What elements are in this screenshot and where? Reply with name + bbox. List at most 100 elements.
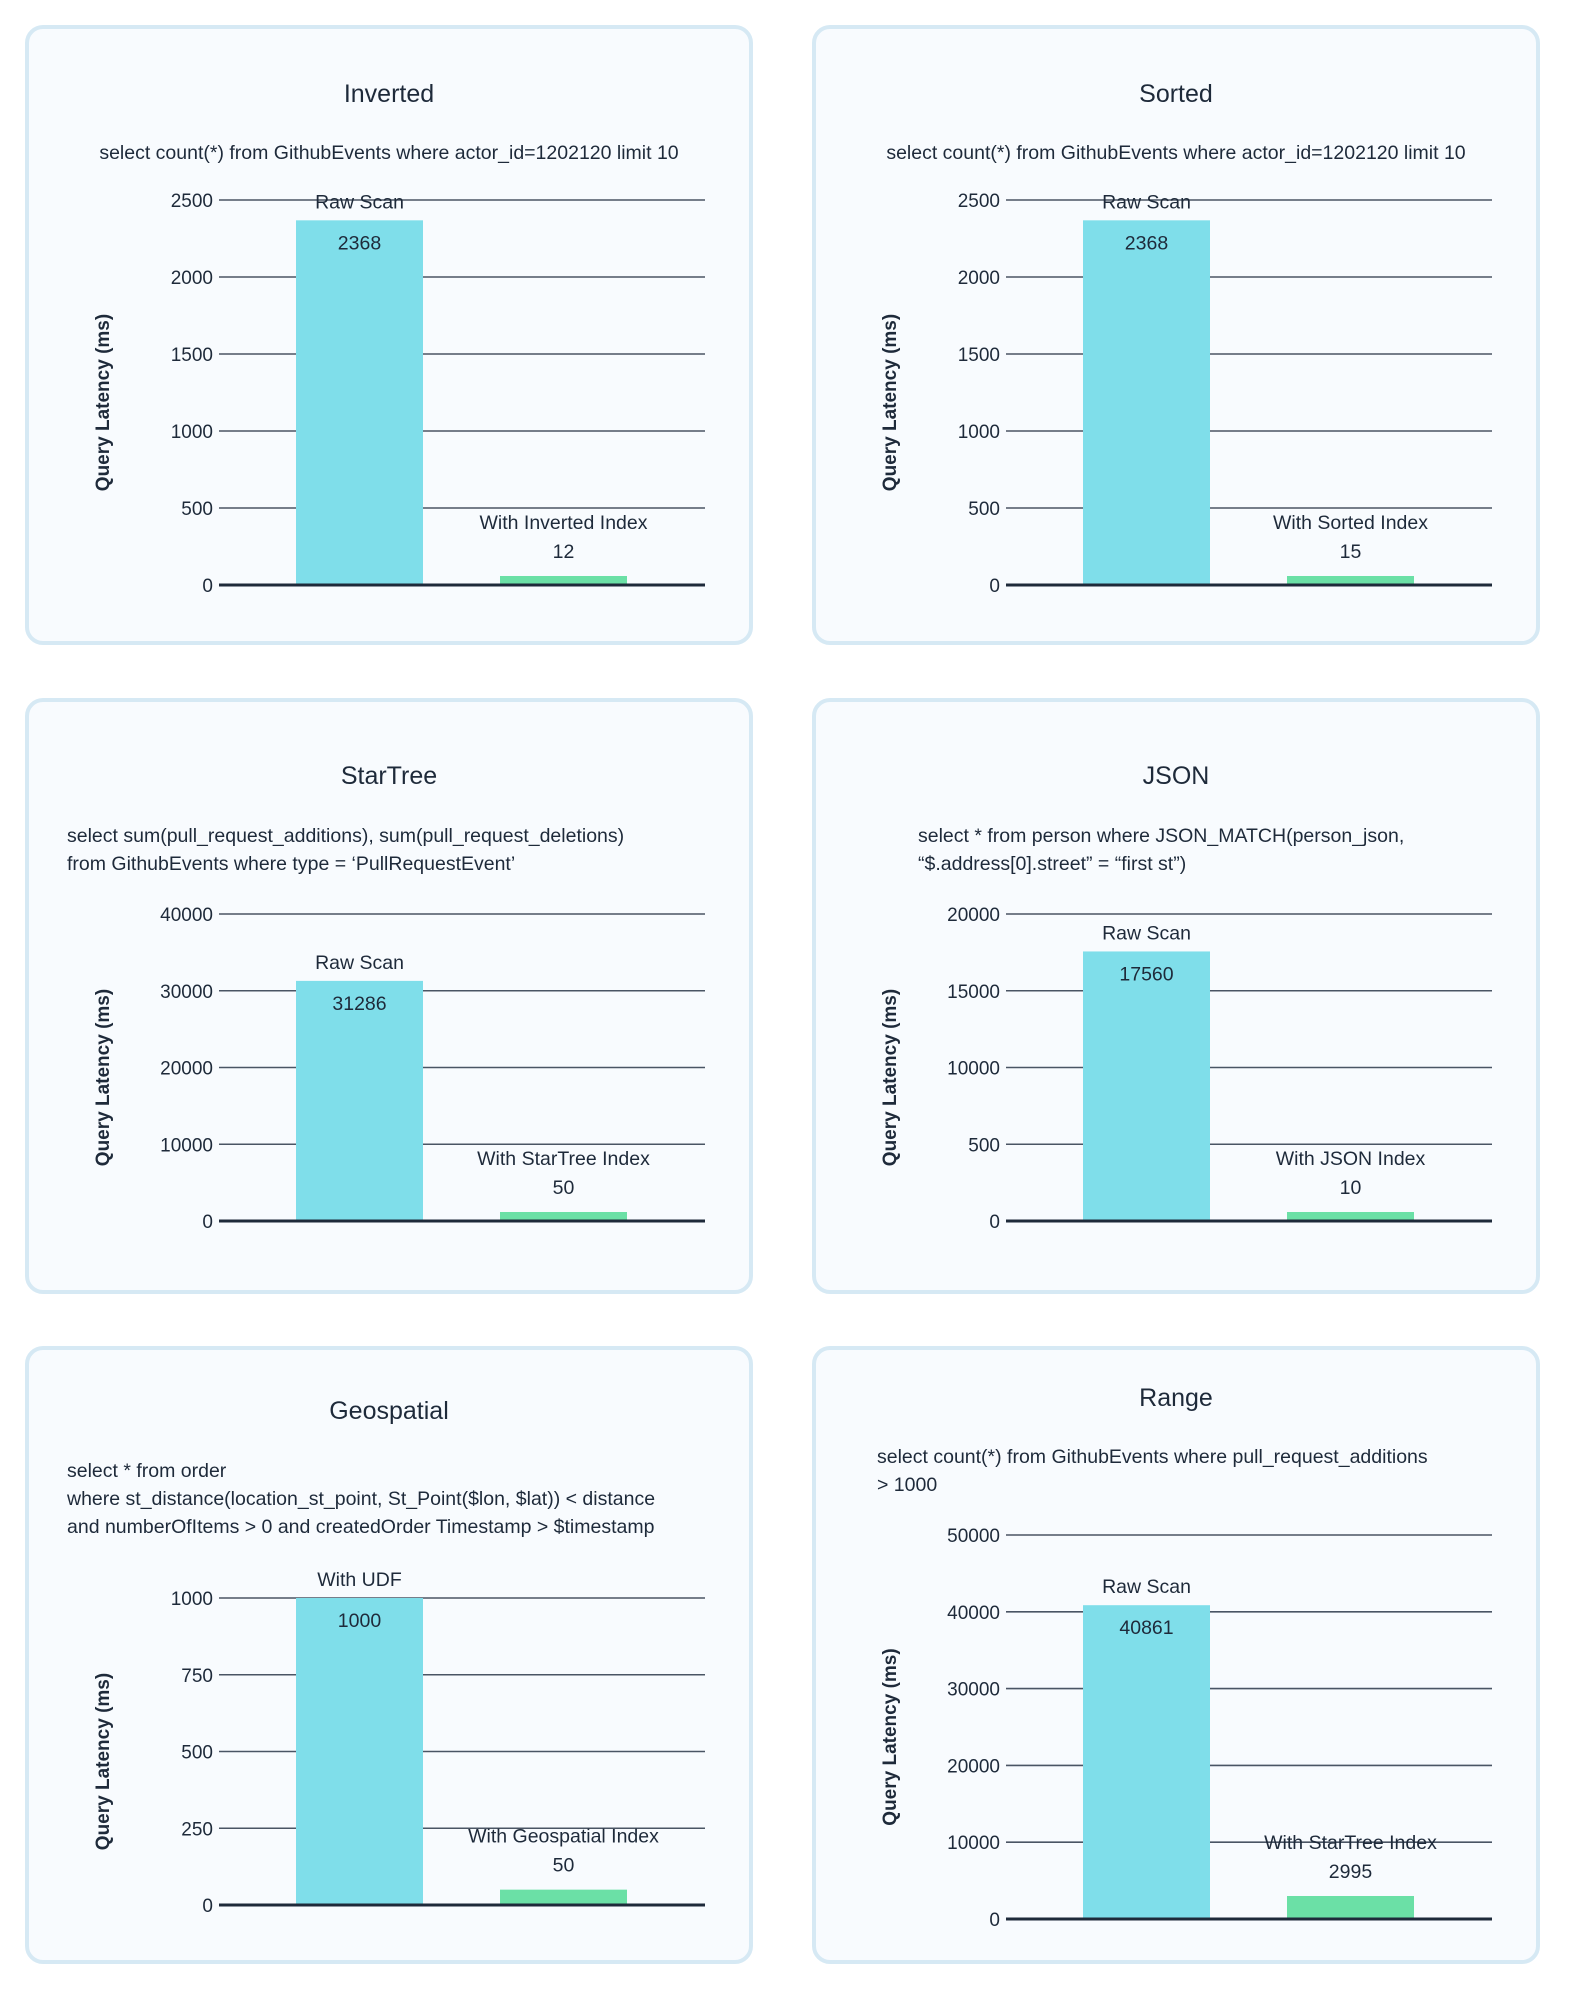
chart-panel-sorted: Sorted select count(*) from GithubEvents … [812, 25, 1540, 645]
query-line: and numberOfItems > 0 and createdOrder T… [67, 1516, 655, 1538]
bar-raw [1083, 951, 1210, 1221]
y-tick-label: 0 [989, 1212, 1000, 1233]
chart-title: JSON [1142, 762, 1210, 790]
chart-title: StarTree [340, 762, 438, 790]
query-text: select * from order where st_distance(loc… [67, 1457, 655, 1541]
query-line: select * from person where JSON_MATCH(pe… [918, 825, 1405, 847]
query-line: select count(*) from GithubEvents where … [877, 1446, 1428, 1468]
y-tick-label: 0 [202, 576, 213, 597]
y-tick-label: 2000 [171, 268, 213, 289]
y-tick-label: 20000 [947, 1756, 1000, 1777]
bar-chart: 0 500 10000 15000 20000 Query Latency (ms) Raw… [880, 905, 1492, 1233]
bar-category-label: Raw Scan [1102, 191, 1191, 213]
chart-panel-range: Range select count(*) from GithubEvents w… [812, 1346, 1540, 1964]
chart-title: Geospatial [329, 1397, 449, 1425]
y-tick-label: 1000 [171, 1589, 213, 1610]
chart-panel-startree: StarTree select sum(pull_request_addition… [25, 698, 753, 1294]
bar-chart: 0 500 1000 1500 2000 2500 Query Latency (ms) Ra… [93, 191, 705, 597]
query-text: select * from person where JSON_MATCH(pe… [918, 822, 1404, 878]
query-line: where st_distance(location_st_point, St_… [67, 1488, 656, 1510]
y-tick-label: 10000 [947, 1833, 1000, 1854]
y-axis-label: Query Latency (ms) [93, 1673, 114, 1850]
y-axis-label: Query Latency (ms) [880, 314, 901, 491]
bar-category-label: With StarTree Index [477, 1148, 650, 1170]
y-tick-label: 1000 [958, 422, 1000, 443]
y-tick-label: 40000 [160, 905, 213, 926]
bar-category-label: With Geospatial Index [468, 1826, 659, 1848]
y-tick-label: 500 [181, 1743, 213, 1764]
bar-value-label: 15 [1340, 541, 1362, 563]
chart-panel-inverted: Inverted select count(*) from GithubEvent… [25, 25, 753, 645]
bar-index [1287, 1212, 1414, 1221]
y-tick-label: 0 [202, 1212, 213, 1233]
bar-raw [296, 220, 423, 585]
bar-value-label: 2995 [1329, 1861, 1373, 1883]
bar-value-label: 40861 [1119, 1617, 1173, 1639]
bar-category-label: With JSON Index [1276, 1148, 1426, 1170]
bar-index [500, 1212, 627, 1221]
bar-raw [296, 1598, 423, 1905]
bar-chart: 0 10000 20000 30000 40000 50000 Query Latency … [880, 1526, 1492, 1931]
y-tick-label: 20000 [160, 1059, 213, 1080]
query-line: from GithubEvents where type = ‘PullRequ… [67, 853, 516, 875]
y-tick-label: 500 [181, 499, 213, 520]
y-tick-label: 1500 [171, 345, 213, 366]
bar-index [1287, 576, 1414, 585]
y-tick-label: 2500 [171, 191, 213, 212]
y-axis-label: Query Latency (ms) [880, 1648, 901, 1825]
bar-category-label: Raw Scan [315, 191, 404, 213]
bar-value-label: 2368 [1125, 232, 1168, 254]
y-tick-label: 30000 [160, 982, 213, 1003]
query-line: select count(*) from GithubEvents where … [886, 142, 1466, 164]
y-axis-label: Query Latency (ms) [93, 989, 114, 1166]
bar-category-label: With StarTree Index [1264, 1832, 1437, 1854]
y-tick-label: 40000 [947, 1603, 1000, 1624]
y-tick-label: 10000 [947, 1059, 1000, 1080]
bar-category-label: Raw Scan [315, 952, 404, 974]
chart-panel-geospatial: Geospatial select * from order where st_di… [25, 1346, 753, 1964]
y-tick-label: 0 [989, 576, 1000, 597]
query-text: select count(*) from GithubEvents where … [877, 1443, 1428, 1499]
bar-chart: 0 250 500 750 1000 Query Latency (ms) With UDF… [93, 1569, 705, 1917]
chart-title: Range [1139, 1384, 1213, 1412]
bar-index [500, 1889, 627, 1905]
bar-raw [296, 980, 423, 1221]
bar-index [500, 576, 627, 585]
bar-chart: 0 10000 20000 30000 40000 Query Latency (ms) R… [93, 905, 705, 1233]
y-tick-label: 1000 [171, 422, 213, 443]
chart-panel-json: JSON select * from person where JSON_MATC… [812, 698, 1540, 1294]
bar-value-label: 50 [553, 1177, 575, 1199]
query-line: “$.address[0].street” = “first st”) [918, 853, 1187, 875]
bar-category-label: Raw Scan [1102, 1576, 1191, 1598]
y-tick-label: 1500 [958, 345, 1000, 366]
y-tick-label: 2500 [958, 191, 1000, 212]
y-tick-label: 50000 [947, 1526, 1000, 1547]
y-tick-label: 2000 [958, 268, 1000, 289]
bar-category-label: With Sorted Index [1273, 512, 1428, 534]
bar-value-label: 50 [553, 1855, 575, 1877]
query-line: > 1000 [877, 1474, 938, 1496]
y-tick-label: 500 [968, 1135, 1000, 1156]
bar-value-label: 17560 [1119, 963, 1173, 985]
y-tick-label: 20000 [947, 905, 1000, 926]
y-tick-label: 0 [202, 1896, 213, 1917]
bar-category-label: With Inverted Index [480, 512, 648, 534]
y-tick-label: 250 [181, 1819, 213, 1840]
y-tick-label: 15000 [947, 982, 1000, 1003]
bar-category-label: Raw Scan [1102, 922, 1191, 944]
bar-raw [1083, 1605, 1210, 1919]
chart-title: Sorted [1139, 80, 1213, 108]
y-tick-label: 750 [181, 1666, 213, 1687]
chart-title: Inverted [343, 80, 435, 108]
bar-value-label: 31286 [332, 993, 386, 1015]
bar-value-label: 12 [553, 541, 575, 563]
query-text: select count(*) from GithubEvents where … [816, 139, 1536, 167]
y-tick-label: 10000 [160, 1135, 213, 1156]
y-axis-label: Query Latency (ms) [880, 989, 901, 1166]
bar-index [1287, 1895, 1414, 1919]
y-tick-label: 30000 [947, 1680, 1000, 1701]
bar-chart: 0 500 1000 1500 2000 2500 Query Latency (ms) Ra… [880, 191, 1492, 597]
query-line: select * from order [67, 1460, 227, 1482]
y-axis-label: Query Latency (ms) [93, 314, 114, 491]
query-text: select count(*) from GithubEvents where … [29, 139, 749, 167]
